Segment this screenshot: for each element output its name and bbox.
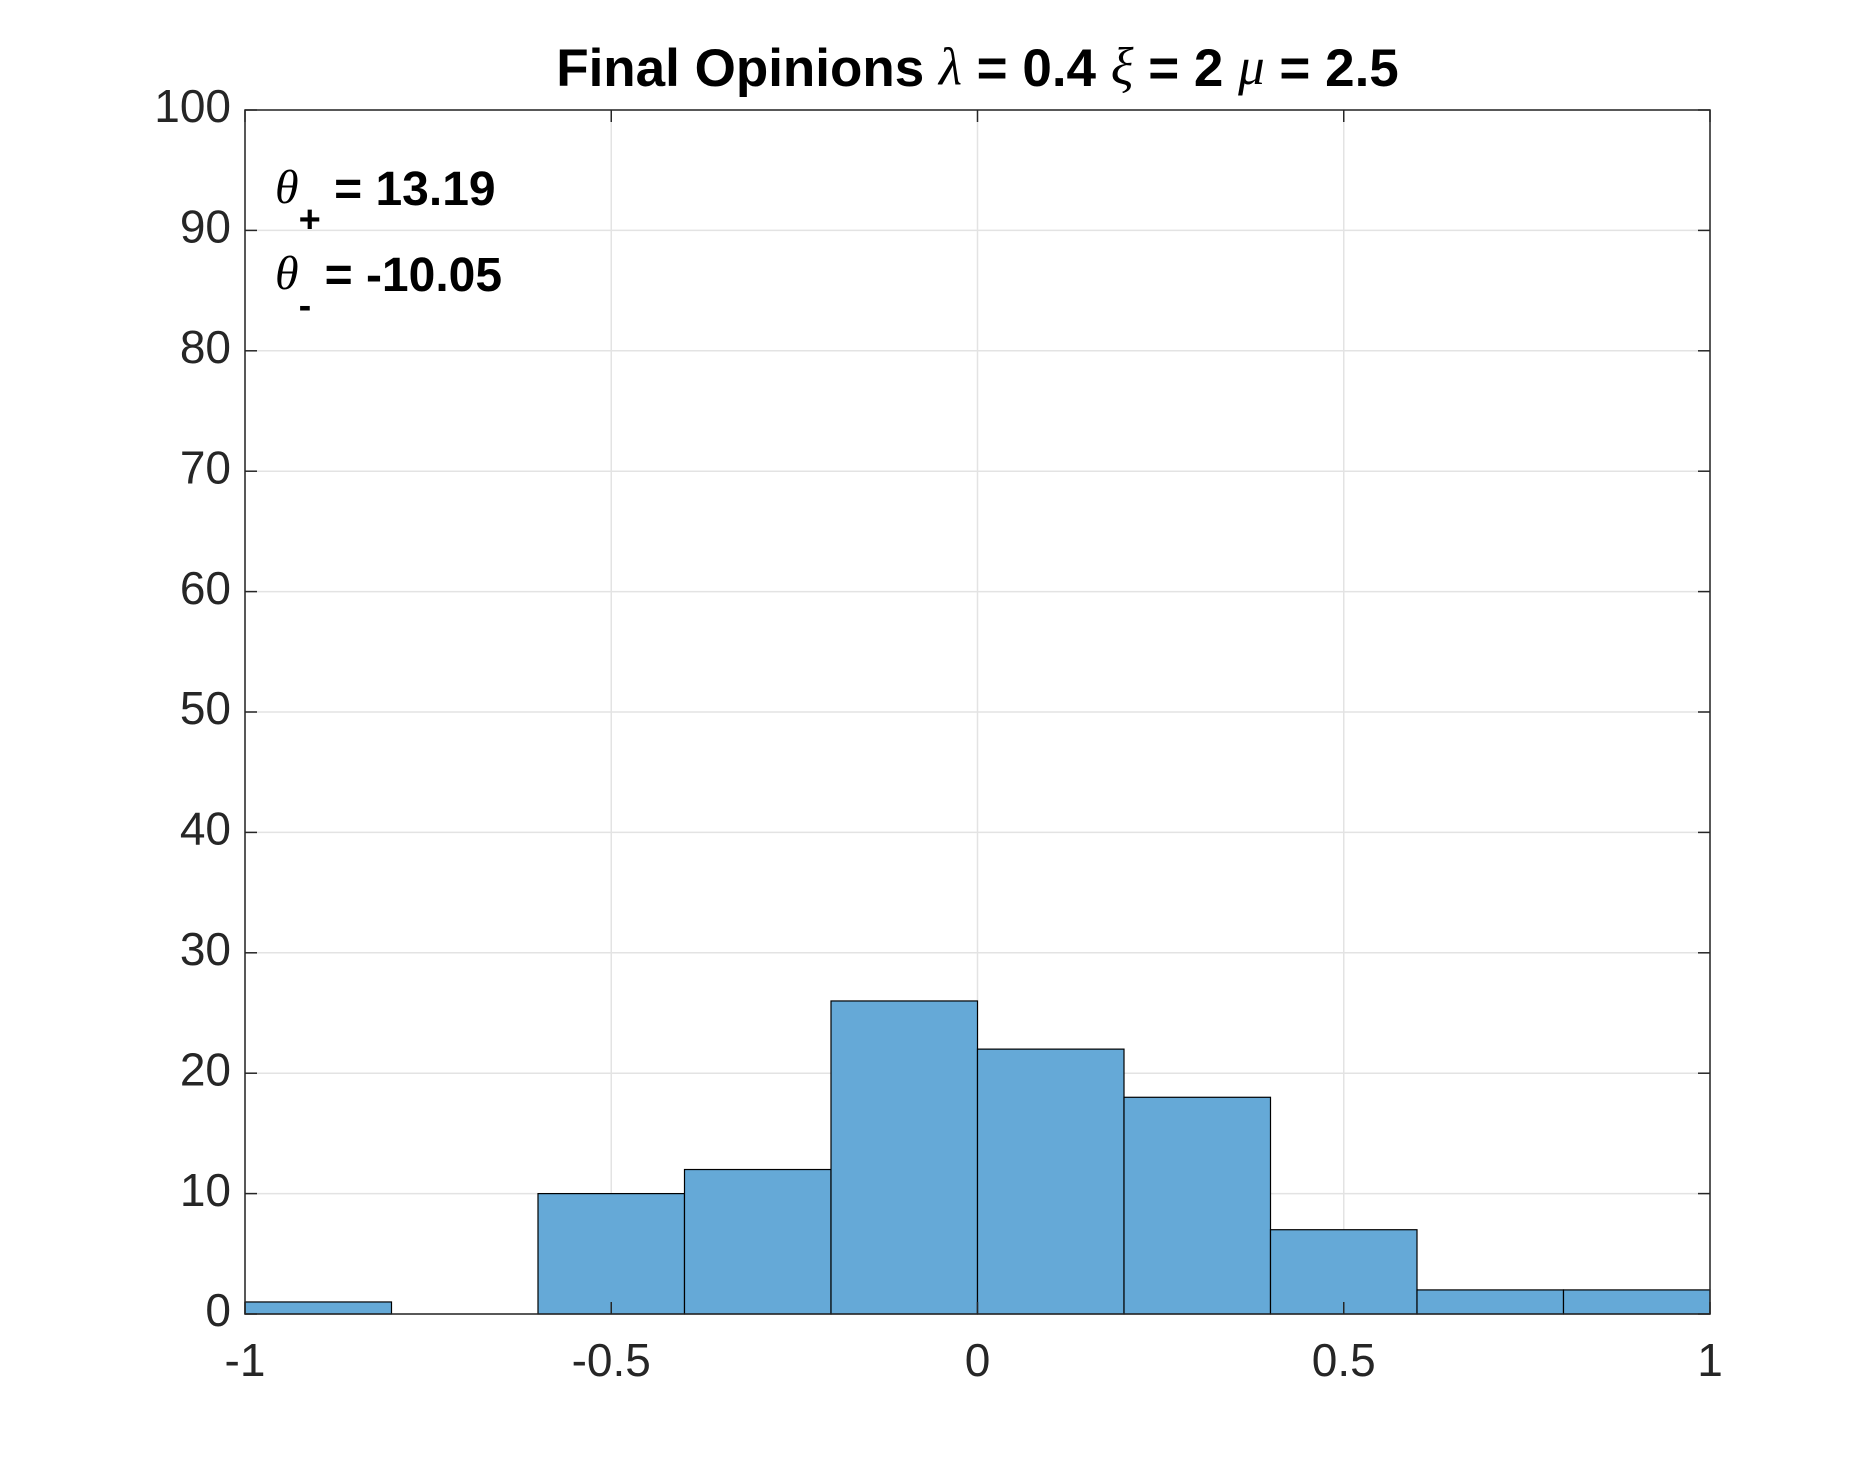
annotation-text: = -10.05 xyxy=(311,249,502,302)
x-tick-label: -0.5 xyxy=(572,1334,651,1386)
bar xyxy=(1562,1289,1711,1315)
annotation: θ+ = 13.19 xyxy=(275,161,496,241)
bar xyxy=(976,1048,1125,1315)
y-tick-label: 60 xyxy=(180,562,231,614)
y-tick-label: 100 xyxy=(154,80,231,132)
y-tick-label: 20 xyxy=(180,1043,231,1095)
bar xyxy=(1416,1289,1565,1315)
chart-title: Final Opinions λ = 0.4 ξ = 2 μ = 2.5 xyxy=(556,38,1399,98)
x-tick-label: 0 xyxy=(965,1334,991,1386)
y-tick-label: 0 xyxy=(205,1284,231,1336)
annotation-subscript: + xyxy=(299,199,321,241)
annotation: θ- = -10.05 xyxy=(275,247,502,327)
annotation-symbol: θ xyxy=(275,161,299,214)
y-tick-label: 70 xyxy=(180,441,231,493)
bar xyxy=(244,1301,393,1315)
y-tick-label: 90 xyxy=(180,201,231,253)
bar xyxy=(1123,1096,1272,1315)
bar xyxy=(683,1168,832,1315)
annotation-subscript: - xyxy=(299,285,312,327)
bar xyxy=(830,1000,979,1315)
y-tick-label: 30 xyxy=(180,923,231,975)
x-tick-label: -1 xyxy=(225,1334,266,1386)
annotation-text: = 13.19 xyxy=(321,163,496,216)
y-tick-label: 50 xyxy=(180,682,231,734)
bar xyxy=(1269,1229,1418,1315)
y-tick-label: 40 xyxy=(180,803,231,855)
x-tick-label: 0.5 xyxy=(1312,1334,1376,1386)
y-tick-label: 80 xyxy=(180,321,231,373)
bar xyxy=(537,1192,686,1315)
x-tick-label: 1 xyxy=(1697,1334,1723,1386)
y-tick-label: 10 xyxy=(180,1164,231,1216)
annotation-symbol: θ xyxy=(275,247,299,300)
